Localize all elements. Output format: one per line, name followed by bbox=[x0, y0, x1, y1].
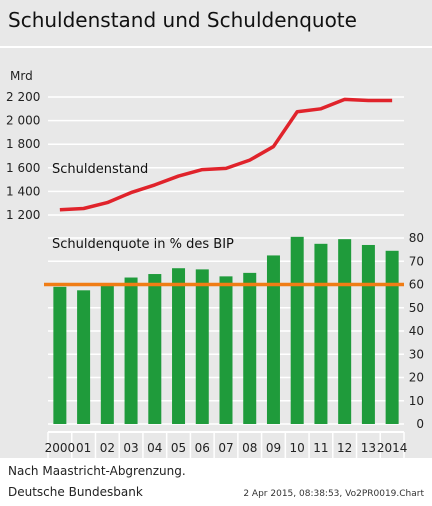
x-tick-label: 06 bbox=[195, 441, 210, 455]
schuldenquote-bar bbox=[195, 269, 209, 424]
schuldenquote-bar bbox=[219, 276, 233, 424]
x-tick-label: 11 bbox=[313, 441, 328, 455]
x-tick-label: 05 bbox=[171, 441, 186, 455]
bottom-y-tick-label: 50 bbox=[409, 301, 424, 315]
x-tick-label: 03 bbox=[123, 441, 138, 455]
bottom-y-tick-label: 60 bbox=[409, 278, 424, 292]
top-unit-label: Mrd bbox=[10, 69, 33, 83]
top-y-tick-label: 2 000 bbox=[6, 114, 40, 128]
schuldenquote-bar bbox=[361, 244, 375, 424]
schuldenstand-series bbox=[59, 97, 393, 212]
x-tick-label: 01 bbox=[76, 441, 91, 455]
chart-background bbox=[0, 0, 432, 458]
schuldenstand-label: Schuldenstand bbox=[52, 162, 148, 177]
x-tick-label: 07 bbox=[218, 441, 233, 455]
schuldenquote-bar bbox=[124, 277, 138, 424]
bottom-y-tick-label: 20 bbox=[409, 371, 424, 385]
x-tick-label: 12 bbox=[337, 441, 352, 455]
schuldenquote-bar bbox=[243, 272, 257, 424]
x-tick-label: 13 bbox=[361, 441, 376, 455]
schuldenstand-line bbox=[59, 97, 393, 212]
x-tick-label: 2014 bbox=[377, 441, 408, 455]
schuldenquote-label: Schuldenquote in % des BIP bbox=[52, 237, 234, 252]
x-tick-label: 10 bbox=[290, 441, 305, 455]
bottom-y-tick-label: 0 bbox=[416, 417, 424, 431]
bottom-y-tick-label: 70 bbox=[409, 254, 424, 268]
footer-source: Deutsche Bundesbank bbox=[8, 485, 143, 499]
bottom-y-axis: 0 10 20 30 40 50 60 70 80 bbox=[409, 231, 424, 431]
schuldenquote-bar bbox=[290, 236, 304, 424]
schuldenquote-bar bbox=[314, 243, 328, 424]
schuldenquote-bar bbox=[172, 268, 186, 424]
footer-stamp: 2 Apr 2015, 08:38:53, Vo2PR0019.Chart bbox=[243, 489, 424, 499]
footer-note: Nach Maastricht-Abgrenzung. bbox=[8, 464, 186, 478]
schuldenquote-bar bbox=[385, 250, 399, 424]
x-axis: 2000 01 02 03 04 05 06 07 08 09 10 11 12 13 2014 bbox=[45, 431, 408, 458]
chart-title: Schuldenstand und Schuldenquote bbox=[8, 8, 357, 32]
x-tick-label: 04 bbox=[147, 441, 162, 455]
x-tick-label: 2000 bbox=[45, 441, 76, 455]
schuldenquote-bar bbox=[100, 285, 114, 424]
top-y-tick-label: 2 200 bbox=[6, 90, 40, 104]
bottom-y-tick-label: 80 bbox=[409, 231, 424, 245]
bottom-y-tick-label: 40 bbox=[409, 324, 424, 338]
bottom-y-tick-label: 10 bbox=[409, 394, 424, 408]
schuldenquote-bar bbox=[148, 274, 162, 424]
schuldenquote-bar bbox=[266, 255, 280, 424]
top-y-tick-label: 1 400 bbox=[6, 184, 40, 198]
x-tick-label: 09 bbox=[266, 441, 281, 455]
x-tick-label: 02 bbox=[100, 441, 115, 455]
bottom-y-tick-label: 30 bbox=[409, 347, 424, 361]
schuldenquote-bar bbox=[77, 290, 91, 424]
schuldenquote-bar bbox=[338, 239, 352, 424]
top-y-axis: 1 200 1 400 1 600 1 800 2 000 2 200 bbox=[6, 90, 40, 222]
top-y-tick-label: 1 200 bbox=[6, 208, 40, 222]
top-y-tick-label: 1 600 bbox=[6, 161, 40, 175]
top-y-tick-label: 1 800 bbox=[6, 137, 40, 151]
schuldenquote-bar bbox=[53, 286, 67, 424]
x-tick-label: 08 bbox=[242, 441, 257, 455]
